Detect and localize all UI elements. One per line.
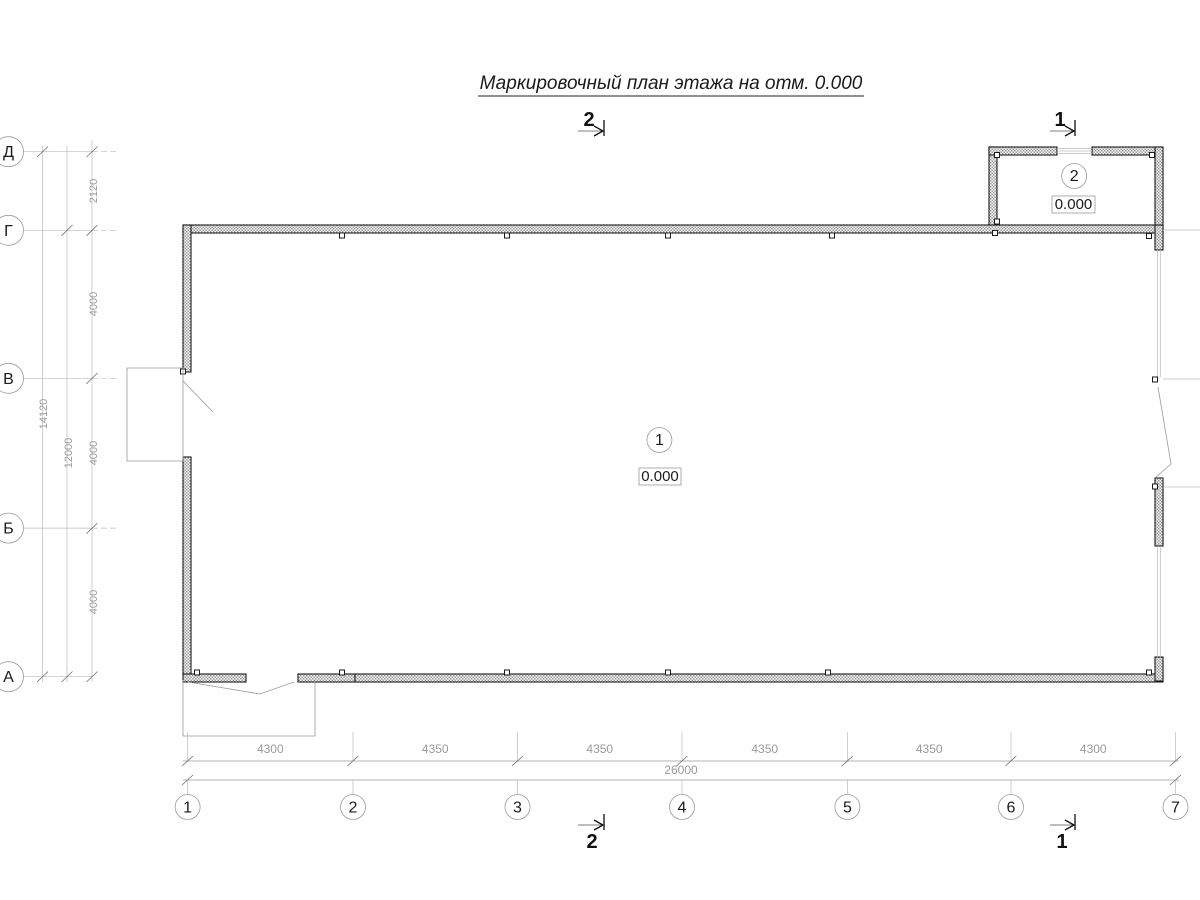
svg-text:14120: 14120: [38, 399, 50, 430]
svg-text:7: 7: [1171, 800, 1180, 817]
svg-text:2: 2: [349, 800, 358, 817]
svg-text:2: 2: [586, 831, 597, 853]
svg-text:1: 1: [183, 800, 192, 817]
svg-text:4300: 4300: [1080, 742, 1107, 756]
svg-text:6: 6: [1007, 800, 1016, 817]
svg-text:0.000: 0.000: [641, 468, 679, 485]
svg-text:4350: 4350: [751, 742, 778, 756]
svg-text:5: 5: [843, 800, 852, 817]
svg-text:А: А: [3, 669, 14, 686]
svg-text:Д: Д: [3, 144, 14, 161]
svg-text:1: 1: [655, 432, 664, 449]
svg-text:4350: 4350: [916, 742, 943, 756]
svg-text:1: 1: [1056, 831, 1067, 853]
svg-text:4000: 4000: [88, 441, 100, 465]
svg-text:Г: Г: [4, 223, 13, 240]
svg-text:2: 2: [583, 109, 594, 131]
svg-text:2: 2: [1070, 168, 1079, 185]
svg-text:2120: 2120: [88, 179, 100, 203]
svg-text:Маркировочный план этажа на от: Маркировочный план этажа на отм. 0.000: [480, 73, 863, 94]
svg-text:4: 4: [678, 800, 687, 817]
svg-text:В: В: [3, 371, 14, 388]
svg-text:0.000: 0.000: [1055, 196, 1093, 213]
svg-text:1: 1: [1054, 109, 1065, 131]
svg-text:4300: 4300: [257, 742, 284, 756]
svg-text:12000: 12000: [63, 438, 75, 469]
svg-text:4350: 4350: [586, 742, 613, 756]
svg-text:26000: 26000: [664, 763, 698, 777]
svg-text:Б: Б: [3, 521, 14, 538]
svg-text:4350: 4350: [422, 742, 449, 756]
svg-text:3: 3: [513, 800, 522, 817]
svg-text:4000: 4000: [88, 590, 100, 614]
svg-text:4000: 4000: [88, 292, 100, 316]
